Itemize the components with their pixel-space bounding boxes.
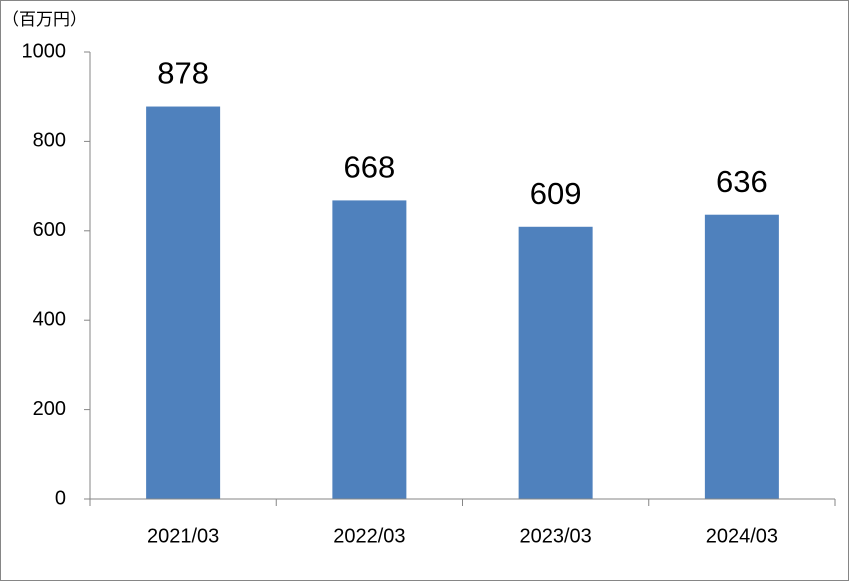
x-tick-label: 2022/03 bbox=[333, 525, 405, 547]
y-tick-label: 800 bbox=[33, 130, 66, 152]
bar bbox=[518, 226, 593, 500]
y-axis-label: （百万円） bbox=[2, 10, 87, 30]
y-tick-label: 600 bbox=[33, 219, 66, 241]
bar bbox=[146, 106, 221, 499]
data-label: 636 bbox=[716, 164, 768, 199]
data-label: 609 bbox=[530, 176, 582, 211]
x-tick-label: 2023/03 bbox=[519, 525, 591, 547]
y-tick-label: 200 bbox=[33, 398, 66, 420]
y-tick-label: 1000 bbox=[22, 40, 67, 62]
bar bbox=[704, 214, 779, 499]
bar bbox=[332, 200, 407, 500]
data-label: 878 bbox=[157, 56, 209, 91]
y-tick-label: 400 bbox=[33, 308, 66, 330]
y-tick-label: 0 bbox=[55, 487, 66, 509]
x-tick-label: 2024/03 bbox=[706, 525, 778, 547]
data-label: 668 bbox=[344, 150, 396, 185]
x-tick-label: 2021/03 bbox=[147, 525, 219, 547]
